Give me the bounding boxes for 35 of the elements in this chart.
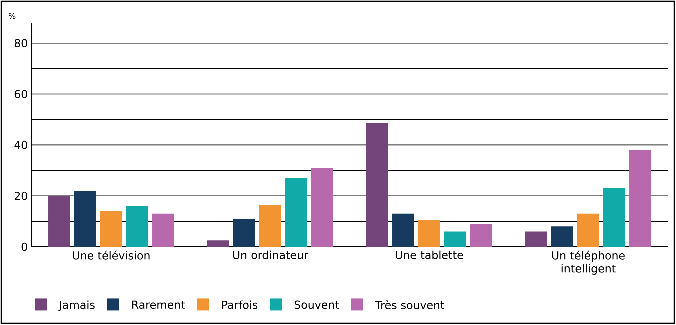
bar <box>630 150 652 247</box>
x-tick-label: Une télévision <box>73 250 150 260</box>
bar <box>604 188 626 247</box>
bar <box>126 206 149 247</box>
bar <box>286 178 308 247</box>
y-axis-title: % <box>8 13 16 20</box>
bar <box>552 226 574 247</box>
bar <box>444 232 467 247</box>
y-tick-label: 20 <box>14 192 28 200</box>
bar <box>152 214 175 247</box>
bar <box>470 224 493 247</box>
legend-label: Souvent <box>294 300 340 310</box>
bar <box>418 220 441 247</box>
x-tick-label: Un téléphone intelligent <box>552 250 625 275</box>
bar <box>366 124 389 247</box>
bar <box>526 232 548 247</box>
bar <box>48 196 71 247</box>
x-tick-label: Un ordinateur <box>233 250 309 260</box>
bar <box>578 214 600 247</box>
bar <box>234 219 256 247</box>
y-tick-label: 60 <box>14 90 28 98</box>
bar <box>260 205 282 247</box>
bar <box>100 211 123 247</box>
bar <box>74 191 97 247</box>
x-tick-label: Une tablette <box>396 250 464 260</box>
legend-label: Jamais <box>58 300 95 312</box>
legend-label: Parfois <box>222 300 258 310</box>
legend-label: Rarement <box>132 300 186 310</box>
bar <box>312 168 334 247</box>
y-tick-label: 80 <box>14 39 28 48</box>
bar <box>392 214 415 247</box>
y-tick-label: 0 <box>22 242 28 252</box>
y-tick-label: 40 <box>14 141 28 150</box>
legend-label: Très souvent <box>375 300 445 310</box>
bar <box>208 240 230 247</box>
